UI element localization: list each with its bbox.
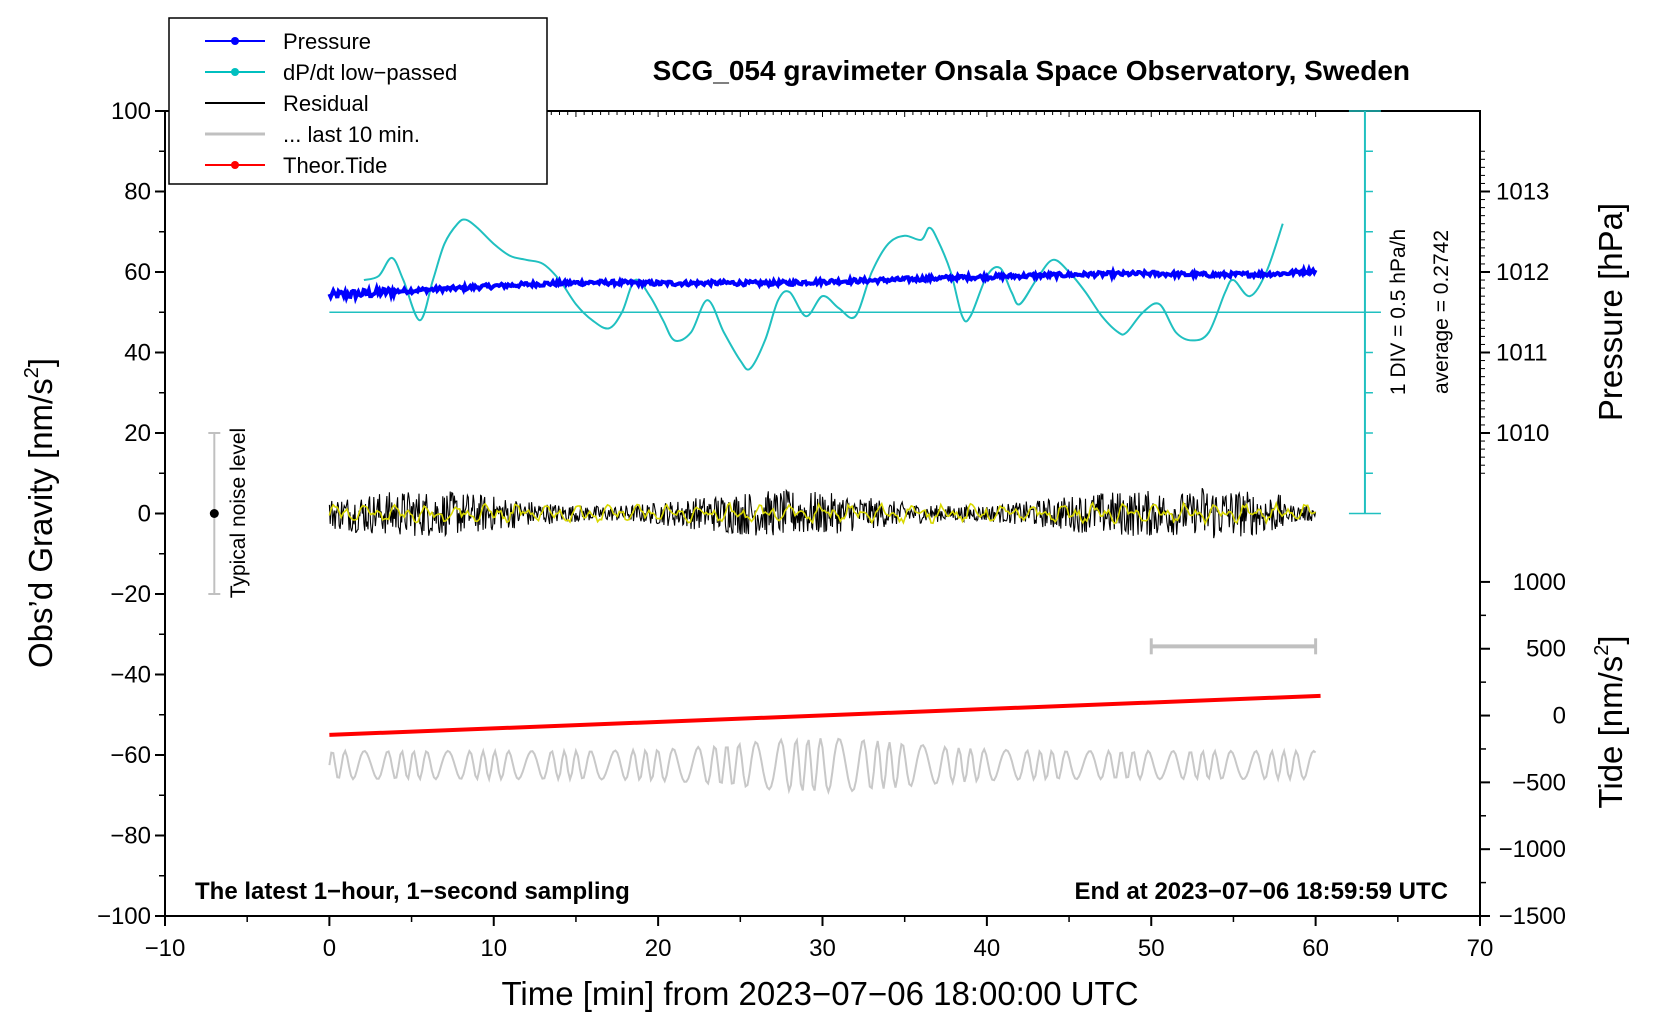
y-tick-label: −80 bbox=[110, 823, 151, 850]
y-tick-label: 60 bbox=[124, 259, 151, 286]
y-axis-label-sup: 2 bbox=[21, 367, 43, 378]
top-axis-ticks bbox=[550, 111, 1317, 117]
series-tide-line bbox=[329, 693, 1321, 737]
tide-tick-label: 0 bbox=[1553, 703, 1566, 730]
series-last10-line bbox=[328, 737, 1317, 796]
y-tick-label: −100 bbox=[97, 903, 151, 930]
tide-tick-label: −1500 bbox=[1499, 903, 1566, 930]
legend-marker bbox=[231, 68, 239, 76]
x-tick-label: 30 bbox=[809, 935, 836, 962]
x-tick-label: 50 bbox=[1138, 935, 1165, 962]
legend-marker bbox=[231, 161, 239, 169]
x-tick-label: 0 bbox=[323, 935, 336, 962]
x-tick-label: −10 bbox=[145, 935, 186, 962]
series-residual-line bbox=[328, 487, 1317, 539]
pressure-tick-label: 1012 bbox=[1496, 259, 1549, 286]
tide-axis-label-sup: 2 bbox=[1591, 645, 1613, 656]
pressure-tick-label: 1010 bbox=[1496, 420, 1549, 447]
legend-label: Pressure bbox=[283, 29, 371, 54]
x-tick-label: 40 bbox=[974, 935, 1001, 962]
legend-marker bbox=[231, 37, 239, 45]
legend-label: Theor.Tide bbox=[283, 153, 387, 178]
tide-tick-label: 500 bbox=[1526, 636, 1566, 663]
y-axis-ticks: 100 80 60 40 20 0 −20 −40 −60 −80 −100 bbox=[97, 98, 165, 930]
x-tick-label: 20 bbox=[645, 935, 672, 962]
x-tick-label: 70 bbox=[1467, 935, 1494, 962]
tide-axis-ticks: 1000 500 0 −500 −1000 −1500 bbox=[1480, 569, 1566, 930]
chart-title: SCG_054 gravimeter Onsala Space Observat… bbox=[653, 55, 1410, 86]
legend-box bbox=[168, 17, 548, 185]
noise-annotation: Typical noise level bbox=[227, 428, 250, 598]
average-annotation: average = 0.2742 bbox=[1430, 230, 1453, 394]
series-residual-filtered-line bbox=[328, 500, 1316, 526]
bottom-left-annotation: The latest 1−hour, 1−second sampling bbox=[195, 878, 630, 905]
y-tick-label: 100 bbox=[111, 98, 151, 125]
y-axis-label-end: ] bbox=[22, 358, 59, 367]
y-tick-label: 40 bbox=[124, 340, 151, 367]
y-tick-label: 80 bbox=[124, 179, 151, 206]
pressure-axis-ticks: 1013 1012 1011 1010 bbox=[1480, 150, 1549, 474]
noise-bar-dot bbox=[209, 509, 219, 518]
bottom-right-annotation: End at 2023−07−06 18:59:59 UTC bbox=[1074, 878, 1448, 905]
y-axis-label: Obs’d Gravity [nm/s2] bbox=[21, 358, 59, 668]
x-axis-ticks: −10 0 10 20 30 40 50 60 70 bbox=[145, 916, 1494, 962]
tide-tick-label: 1000 bbox=[1513, 569, 1566, 596]
scale-div-annotation: 1 DIV = 0.5 hPa/h bbox=[1387, 229, 1410, 395]
series-pressure-line bbox=[327, 263, 1318, 305]
pressure-axis-label: Pressure [hPa] bbox=[1592, 203, 1629, 421]
y-axis-label-text: Obs’d Gravity [nm/s bbox=[22, 378, 59, 668]
x-tick-label: 10 bbox=[480, 935, 507, 962]
series-dpdt-line bbox=[363, 218, 1284, 371]
tide-axis-label-end: ] bbox=[1592, 635, 1629, 644]
y-tick-label: −20 bbox=[110, 581, 151, 608]
tide-axis-label: Tide [nm/s2] bbox=[1591, 635, 1629, 808]
last10-range-bar bbox=[1149, 638, 1318, 655]
legend: Pressure dP/dt low−passed Residual ... last… bbox=[205, 29, 457, 178]
y-tick-label: −60 bbox=[110, 742, 151, 769]
legend-label: Residual bbox=[283, 91, 369, 116]
legend-label: ... last 10 min. bbox=[283, 122, 420, 147]
y-tick-label: −40 bbox=[110, 662, 151, 689]
legend-label: dP/dt low−passed bbox=[283, 60, 457, 85]
pressure-tick-label: 1011 bbox=[1496, 340, 1548, 367]
noise-level-bar bbox=[208, 432, 221, 595]
tide-tick-label: −500 bbox=[1512, 769, 1566, 796]
tide-tick-label: −1000 bbox=[1499, 836, 1566, 863]
x-axis-label: Time [min] from 2023−07−06 18:00:00 UTC bbox=[501, 975, 1138, 1012]
x-tick-label: 60 bbox=[1302, 935, 1329, 962]
tide-axis-label-text: Tide [nm/s bbox=[1592, 656, 1629, 809]
pressure-tick-label: 1013 bbox=[1496, 179, 1549, 206]
y-tick-label: 0 bbox=[138, 501, 151, 528]
y-tick-label: 20 bbox=[124, 420, 151, 447]
